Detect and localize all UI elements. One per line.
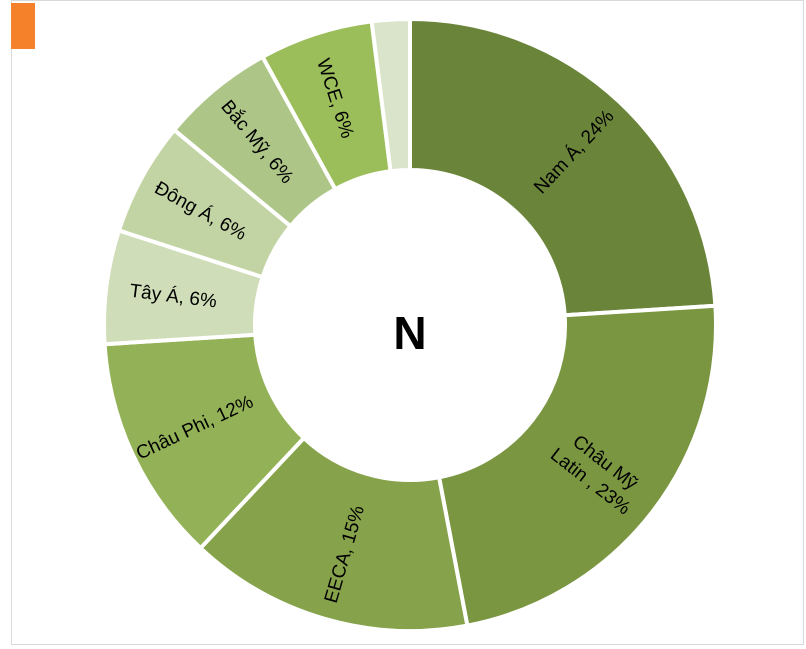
corner-marker [11,3,35,49]
donut-slice [197,435,470,633]
donut-slice [408,16,718,318]
donut-slices [102,16,718,633]
center-label: N [393,307,426,359]
donut-slice [369,16,412,174]
donut-slice [436,303,718,628]
